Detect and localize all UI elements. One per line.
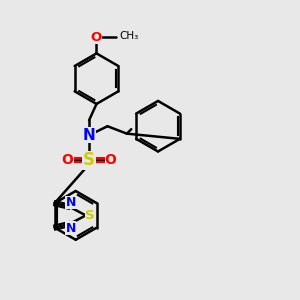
Text: O: O bbox=[104, 153, 116, 167]
Text: N: N bbox=[66, 222, 76, 235]
Text: S: S bbox=[83, 152, 95, 169]
Text: N: N bbox=[83, 128, 95, 142]
Text: S: S bbox=[85, 209, 95, 222]
Text: CH₃: CH₃ bbox=[120, 31, 139, 41]
Text: O: O bbox=[62, 153, 74, 167]
Text: O: O bbox=[91, 31, 102, 44]
Text: N: N bbox=[66, 196, 76, 209]
